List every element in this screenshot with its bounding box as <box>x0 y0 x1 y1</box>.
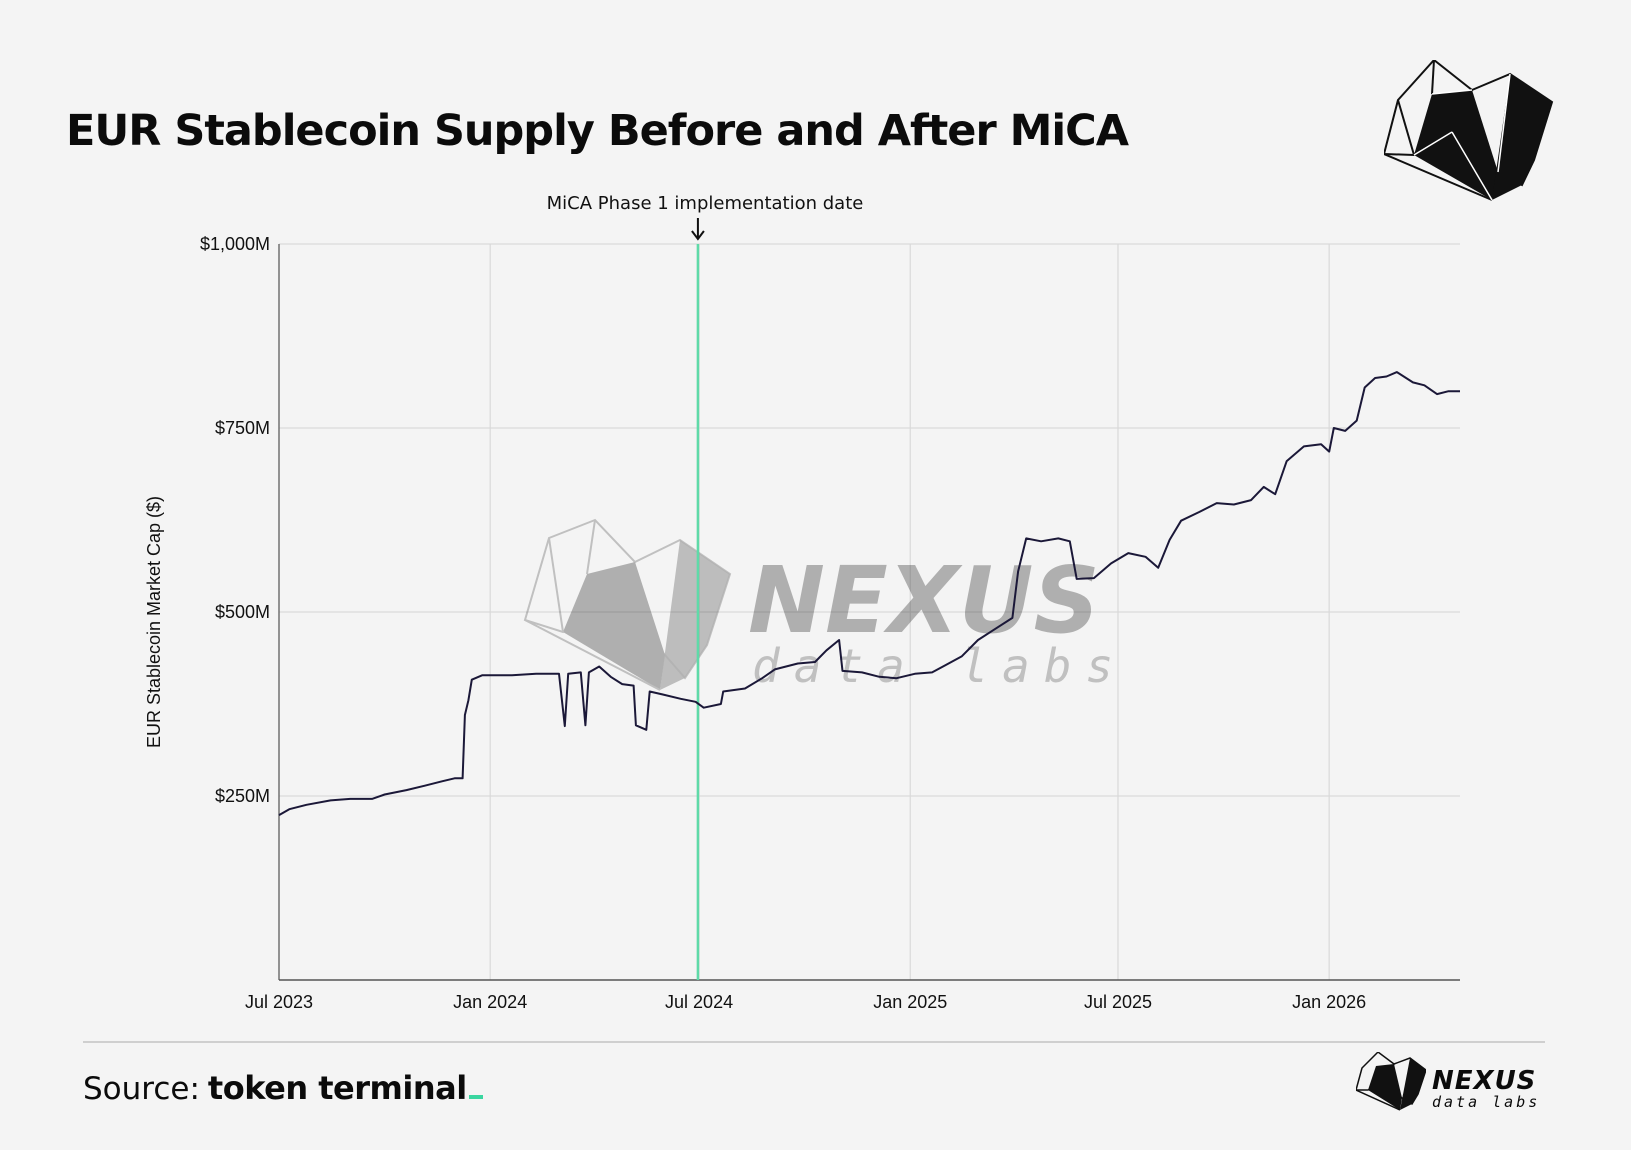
footer-logo-text: NEXUS data labs <box>1432 1068 1540 1110</box>
source-label: Source: <box>83 1071 200 1107</box>
source-line: Source: token terminal <box>83 1069 483 1107</box>
footer-logo-sub: data labs <box>1432 1093 1541 1111</box>
y-axis-label: EUR Stablecoin Market Cap ($) <box>144 496 164 748</box>
footer-logo-icon <box>1355 1051 1427 1116</box>
y-tick-label: $1,000M <box>200 234 270 254</box>
source-brand: token terminal <box>207 1069 467 1107</box>
grid-layer <box>278 243 1460 980</box>
x-tick-label: Jan 2025 <box>873 992 947 1012</box>
annotation-arrow <box>691 218 705 241</box>
annotation-label: MiCA Phase 1 implementation date <box>547 193 864 214</box>
watermark-logo-icon <box>523 518 732 691</box>
y-tick-label: $750M <box>215 418 270 438</box>
x-tick-label: Jul 2023 <box>245 992 313 1012</box>
axis-layer: $250M $500M $750M $1,000M Jul 2023 Jan 2024 Ju… <box>200 234 1460 1012</box>
annotation-layer: MiCA Phase 1 implementation date <box>547 193 864 980</box>
x-tick-label: Jul 2024 <box>665 992 733 1012</box>
chart-title: EUR Stablecoin Supply Before and After M… <box>66 106 1129 156</box>
y-tick-label: $250M <box>215 786 270 806</box>
y-tick-label: $500M <box>215 602 270 622</box>
watermark-name: NEXUS <box>748 547 1100 654</box>
x-tick-label: Jan 2026 <box>1292 992 1366 1012</box>
source-cursor-accent <box>468 1095 483 1099</box>
series-line <box>278 371 1460 816</box>
x-tick-label: Jul 2025 <box>1084 992 1152 1012</box>
footer-logo-name: NEXUS <box>1432 1066 1537 1096</box>
footer-divider <box>83 1041 1545 1043</box>
x-tick-label: Jan 2024 <box>453 992 527 1012</box>
watermark-sub: data labs <box>752 639 1127 693</box>
watermark: NEXUS data labs <box>523 518 1127 693</box>
series-layer <box>278 371 1460 816</box>
nexus-logo-icon <box>1382 58 1554 214</box>
